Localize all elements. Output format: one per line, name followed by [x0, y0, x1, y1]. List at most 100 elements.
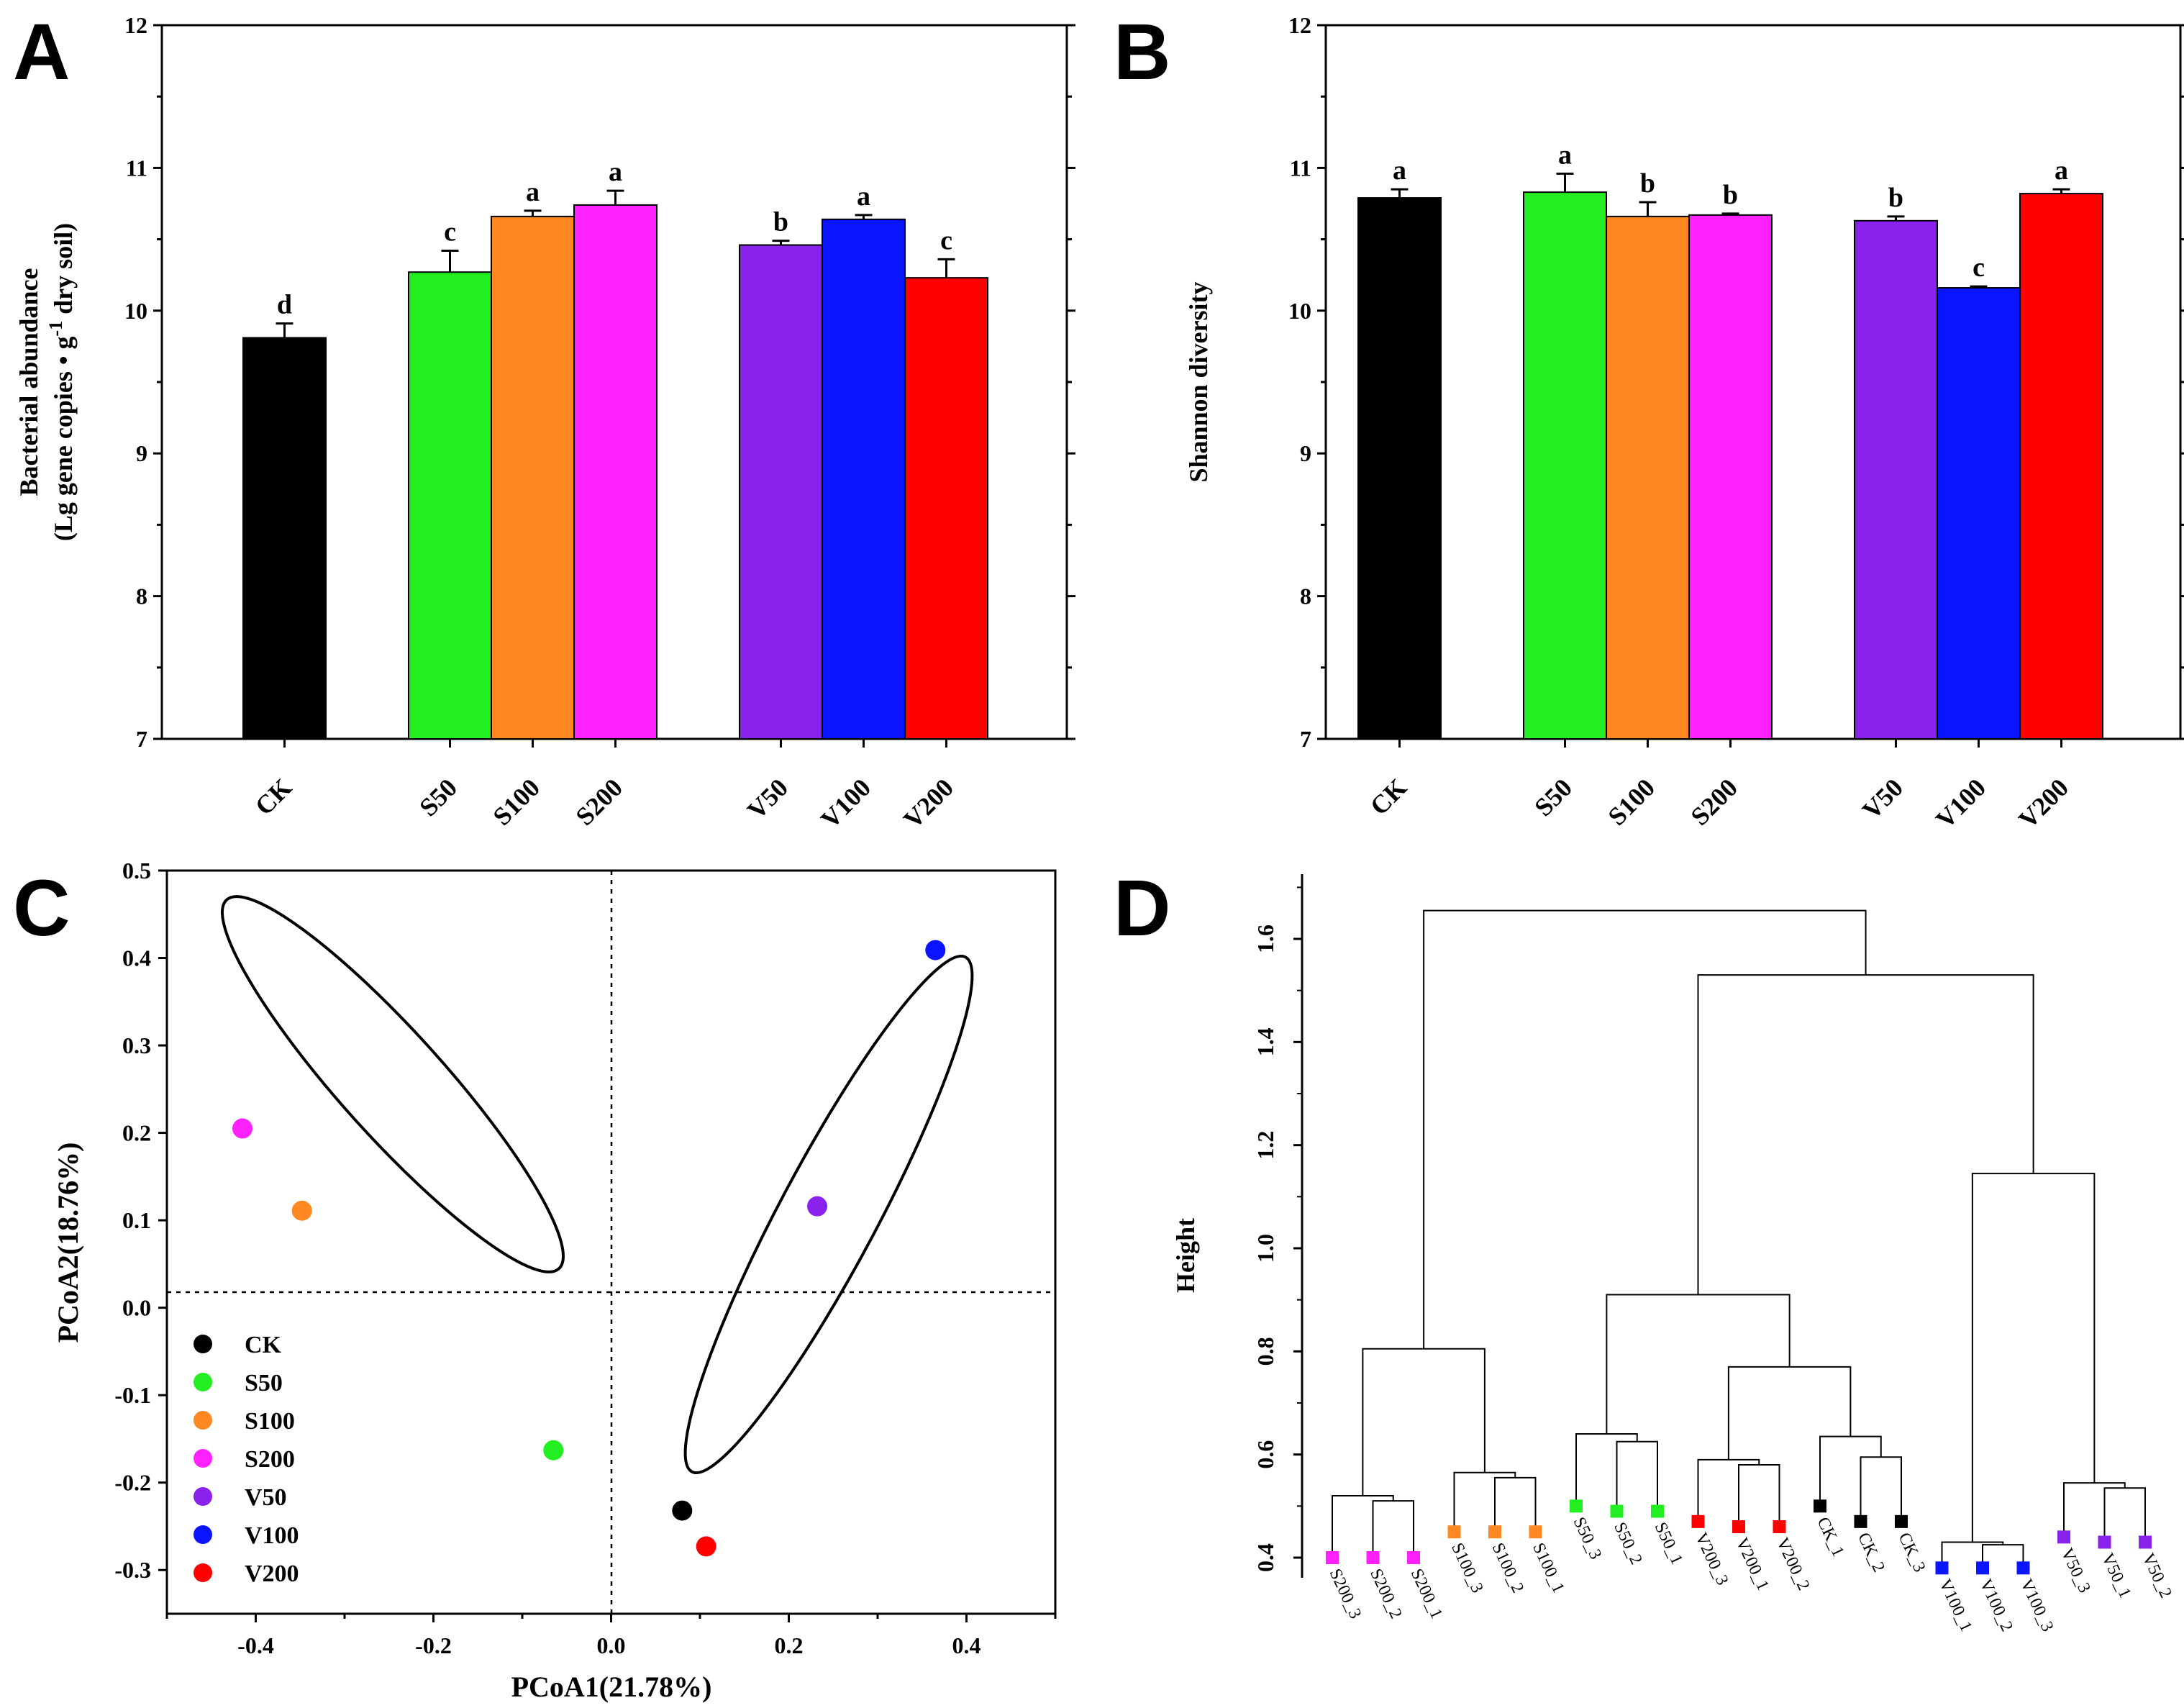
panel-d-merge-branch — [1727, 1366, 1852, 1460]
panel-d-y-tick-label: 1.6 — [1252, 925, 1278, 953]
panel-b-significance-letter: b — [1723, 180, 1738, 210]
panel-c-point-s50 — [543, 1440, 564, 1461]
panel-a-significance-letter: a — [526, 177, 540, 207]
panel-d-merge-branch — [1971, 1173, 2096, 1543]
panel-d-merge-branch — [2063, 1482, 2126, 1537]
panel-d-leaf-marker-s200_1 — [1407, 1551, 1420, 1564]
panel-d-merge-branch — [1606, 1294, 1791, 1434]
panel-c-legend-label-v50: V50 — [245, 1484, 287, 1511]
panel-a-x-tick-label: S100 — [488, 773, 546, 831]
panel-d-merge-branch — [1697, 1458, 1760, 1522]
panel-c-x-tick-label: 0.0 — [597, 1632, 626, 1658]
panel-b-bar-v100 — [1937, 287, 2021, 740]
panel-d-tree — [1332, 909, 2146, 1568]
panel-d-merge-branch — [1372, 1500, 1414, 1558]
panel-d-merge-branch — [1332, 1495, 1394, 1558]
panel-d-y-tick-label: 1.2 — [1252, 1131, 1278, 1160]
panel-d-y-tick-label: 1.0 — [1252, 1234, 1278, 1263]
panel-letter-a: A — [13, 8, 70, 96]
panel-d-leaf-marker-s100_3 — [1447, 1525, 1461, 1539]
panel-a-x-tick-label: V50 — [742, 773, 793, 825]
panel-b-significance-letter: c — [1973, 253, 1985, 283]
panel-letter-d: D — [1114, 864, 1170, 953]
panel-a-bar-v50 — [739, 244, 823, 740]
panel-c-y-label: PCoA2(18.76%) — [52, 1143, 84, 1343]
panel-a-significance-letter: c — [940, 225, 952, 255]
panel-c-legend-marker-v50 — [194, 1487, 212, 1506]
panel-b-significance-letter: b — [1888, 183, 1903, 213]
panel-d-leaf-marker-s50_2 — [1610, 1504, 1624, 1518]
panel-b-x-tick-label: V50 — [1857, 773, 1908, 825]
panel-a-significance-letter: d — [277, 290, 292, 320]
panel-c-y-tick-label: 0.5 — [122, 858, 151, 883]
panel-b-x-tick-label: S50 — [1529, 773, 1578, 822]
panel-d-leaf-label: S100_3 — [1447, 1540, 1487, 1596]
panel-c-y-tick-label: -0.2 — [114, 1470, 151, 1496]
panel-b-significance-letter: a — [1393, 155, 1406, 186]
panel-d-leaf-marker-ck_3 — [1895, 1514, 1908, 1528]
panel-c-legend-marker-v100 — [194, 1525, 212, 1544]
panel-d-leaf-marker-v100_1 — [1935, 1561, 1949, 1575]
panel-a-bar-v100 — [822, 218, 906, 740]
panel-d-leaf-label: V100_1 — [1935, 1576, 1975, 1635]
panel-b-bar-s50 — [1523, 191, 1607, 740]
panel-c-x-label: PCoA1(21.78%) — [511, 1671, 712, 1703]
panel-a-x-tick-label: CK — [250, 773, 297, 820]
panel-b-y-tick-label: 11 — [1290, 155, 1311, 181]
panel-c-points — [232, 940, 946, 1557]
panel-a-significance-letter: c — [444, 217, 456, 247]
panel-b-significance-letter: a — [2055, 155, 2068, 186]
panel-c-legend-marker-v200 — [194, 1563, 212, 1582]
panel-d-y-tick-label: 0.4 — [1252, 1543, 1278, 1572]
panel-a-y-tick-label: 7 — [136, 726, 147, 752]
panel-d-merge-branch — [1423, 909, 1867, 1349]
panel-d-leaf-label: S50_2 — [1610, 1520, 1645, 1568]
panel-d-merge-branch — [1494, 1476, 1537, 1532]
panel-d-leaf-label: V50_3 — [2057, 1545, 2094, 1596]
panel-d-leaf-marker-v100_3 — [2016, 1561, 2030, 1575]
panel-a-significance-letter: a — [857, 181, 870, 212]
panel-a-bar-s100 — [491, 215, 575, 740]
panel-d-merge-branch — [1697, 974, 2034, 1295]
panel-b-x-axis: CK S50 S100 S200 V50 V100 V200 — [1365, 773, 2074, 834]
panel-d-leaf-marker-v50_1 — [2098, 1535, 2111, 1549]
panel-d-leaf-marker-ck_1 — [1814, 1499, 1826, 1513]
panel-b-x-tick-label: S100 — [1603, 773, 1661, 831]
panel-a-bar-chart: d c a a b a c 7 8 9 10 11 12 CK S50 S100 S200 V50 V100 V2… — [14, 12, 1075, 834]
panel-d-leaf-marker-s50_1 — [1651, 1504, 1664, 1518]
panel-d-leaf-marker-s200_2 — [1366, 1551, 1380, 1564]
panel-a-x-tick-label: V100 — [815, 773, 876, 834]
panel-d-leaf-label: S200_1 — [1407, 1566, 1447, 1622]
panel-c-legend-label-s100: S100 — [245, 1408, 295, 1435]
panel-d-y-tick-label: 0.8 — [1252, 1337, 1278, 1366]
panel-c-point-ck — [672, 1500, 693, 1521]
panel-d-merge-branch — [1575, 1433, 1638, 1507]
panel-c-legend-label-s50: S50 — [245, 1370, 283, 1396]
panel-d-leaf-marker-v100_2 — [1976, 1561, 1989, 1575]
panel-b-y-tick-label: 7 — [1300, 726, 1311, 752]
panel-c-axes: -0.4 -0.2 0.0 0.2 0.4 -0.3 -0.2 -0.1 0.0 0.1 0.2 0.… — [114, 858, 1057, 1658]
panel-c-legend-label-v200: V200 — [245, 1561, 299, 1587]
panel-d-leaf-marker-v50_3 — [2057, 1530, 2070, 1544]
panel-c-legend-label-v100: V100 — [245, 1522, 299, 1549]
panel-c-x-tick-label: 0.4 — [952, 1632, 981, 1658]
panel-c-legend-marker-s200 — [194, 1449, 212, 1468]
panel-b-x-tick-label: S200 — [1685, 773, 1744, 831]
panel-letter-c: C — [13, 864, 70, 953]
panel-d-leaves: S200_3 S200_2 S200_1 S100_3 S100_2 S100_1S50_… — [1326, 1499, 2175, 1635]
panel-c-point-v50 — [807, 1196, 828, 1217]
panel-b-bar-chart: a a b b b c a 7 8 9 10 11 12 CK S50 S100 S200 V50 V100 V2… — [1184, 12, 2184, 834]
panel-d-y-tick-label: 1.4 — [1252, 1027, 1278, 1056]
panel-a-bar-v200 — [904, 277, 988, 740]
panel-c-point-v100 — [925, 940, 946, 960]
panel-d-merge-branch — [1860, 1456, 1902, 1522]
panel-b-significance-letter: b — [1640, 168, 1655, 199]
panel-d-leaf-label: S50_3 — [1570, 1514, 1605, 1563]
panel-a-y-tick-label: 10 — [124, 298, 147, 324]
panel-c-y-tick-label: -0.3 — [114, 1557, 151, 1583]
panel-c-y-tick-label: 0.1 — [122, 1207, 151, 1233]
panel-a-x-tick-label: S50 — [414, 773, 463, 822]
panel-a-bar-s200 — [573, 204, 658, 740]
panel-b-y-tick-label: 10 — [1288, 298, 1311, 324]
